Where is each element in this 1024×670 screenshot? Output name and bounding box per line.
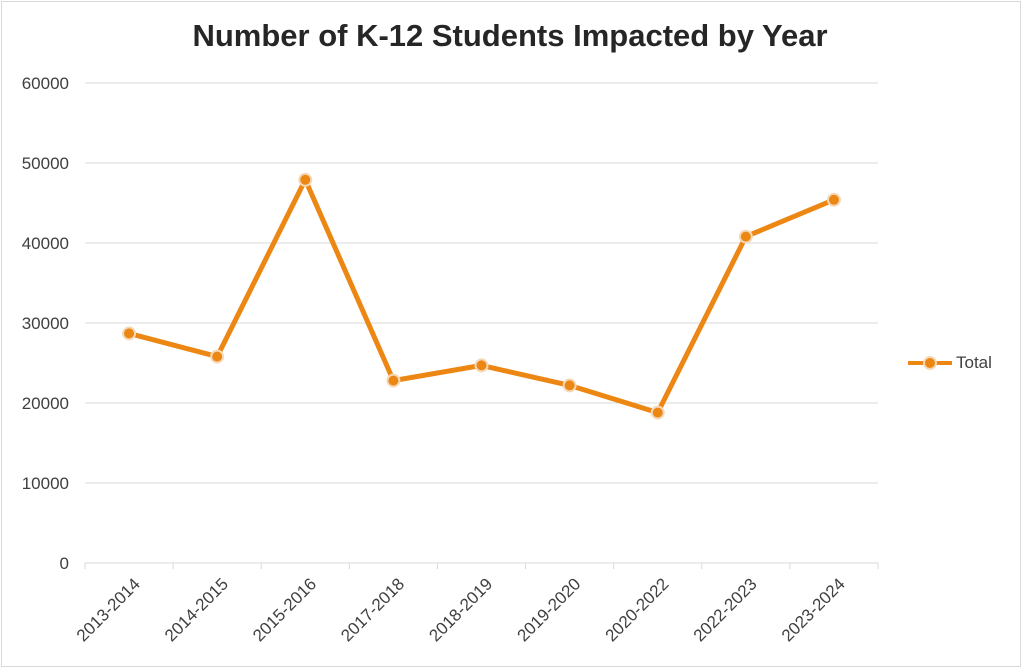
data-point [122, 326, 137, 341]
x-tick-label: 2020-2022 [602, 574, 673, 645]
legend-label-total: Total [956, 353, 992, 372]
x-tick-label: 2023-2024 [778, 574, 849, 645]
x-tick-label: 2014-2015 [161, 574, 232, 645]
data-point [298, 172, 313, 187]
legend-marker-icon [908, 352, 952, 374]
x-tick-label: 2017-2018 [337, 574, 408, 645]
x-tick-label: 2019-2020 [514, 574, 585, 645]
x-tick-label: 2013-2014 [73, 574, 144, 645]
data-point [210, 349, 225, 364]
x-axis: 2013-2014 2014-2015 2015-2016 2017-2018 2018… [73, 562, 879, 645]
x-tick-label: 2015-2016 [249, 574, 320, 645]
y-tick-label: 30000 [22, 314, 69, 333]
y-tick-label: 10000 [22, 474, 69, 493]
data-point [386, 373, 401, 388]
series-line-total [126, 177, 837, 416]
data-point [738, 229, 753, 244]
data-point [562, 378, 577, 393]
data-point [650, 405, 665, 420]
y-tick-label: 0 [60, 554, 69, 573]
legend: Total [908, 352, 992, 374]
y-tick-label: 50000 [22, 154, 69, 173]
x-tick-label: 2022-2023 [690, 574, 761, 645]
chart-title: Number of K-12 Students Impacted by Year [192, 18, 828, 53]
series-total [122, 172, 841, 420]
gridlines [85, 82, 878, 484]
data-point [826, 192, 841, 207]
y-axis: 0 10000 20000 30000 40000 50000 60000 [22, 74, 69, 573]
y-tick-label: 20000 [22, 394, 69, 413]
y-tick-label: 40000 [22, 234, 69, 253]
x-tick-label: 2018-2019 [425, 574, 496, 645]
data-point [474, 358, 489, 373]
y-tick-label: 60000 [22, 74, 69, 93]
